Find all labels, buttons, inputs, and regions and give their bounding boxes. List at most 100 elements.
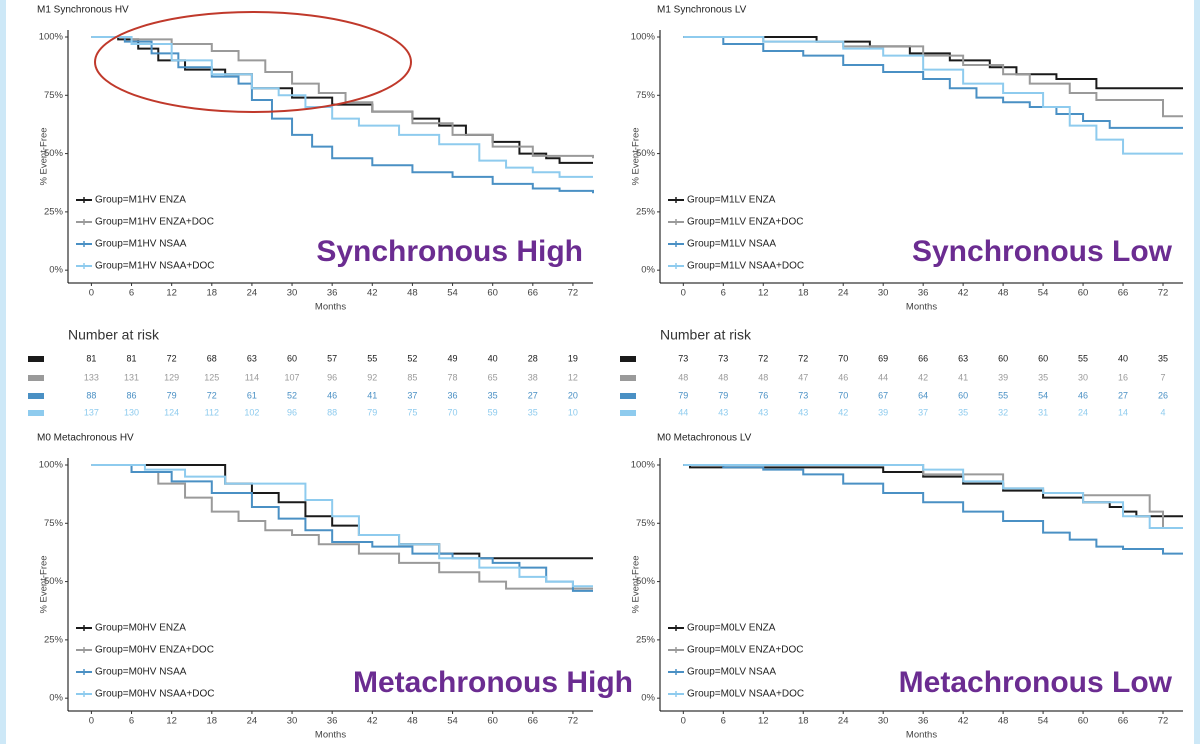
y-tick-label: 25% xyxy=(636,634,656,645)
km-curve xyxy=(683,35,1183,155)
x-tick-label: 0 xyxy=(89,288,94,299)
y-tick-label: 0% xyxy=(641,265,655,276)
x-tick-label: 30 xyxy=(878,288,889,299)
risk-count: 72 xyxy=(167,353,177,363)
risk-count: 42 xyxy=(918,372,928,382)
x-tick-label: 24 xyxy=(247,288,258,299)
risk-count: 129 xyxy=(164,372,179,382)
risk-count: 59 xyxy=(488,407,498,417)
annotation: Synchronous High xyxy=(316,235,583,268)
risk-count: 65 xyxy=(488,372,498,382)
legend-label: Group=M0HV NSAA+DOC xyxy=(95,689,215,700)
risk-count: 112 xyxy=(205,407,219,417)
km-curve xyxy=(91,463,593,590)
x-tick-label: 60 xyxy=(487,716,498,727)
risk-row-marker xyxy=(28,410,44,416)
annotation: Metachronous High xyxy=(353,666,633,699)
risk-count: 43 xyxy=(798,407,808,417)
annotation: Synchronous Low xyxy=(912,235,1173,268)
km-curve xyxy=(683,35,1183,90)
risk-count: 60 xyxy=(287,353,297,363)
y-axis-label: % Event-Free xyxy=(39,127,50,185)
y-tick-label: 100% xyxy=(39,32,64,43)
x-tick-label: 54 xyxy=(447,716,458,727)
x-tick-label: 6 xyxy=(129,716,134,727)
x-axis-label: Months xyxy=(906,730,937,741)
risk-count: 44 xyxy=(878,372,888,382)
risk-count: 30 xyxy=(1078,372,1088,382)
frame-left xyxy=(0,0,6,744)
x-tick-label: 6 xyxy=(129,288,134,299)
risk-count: 37 xyxy=(918,407,928,417)
km-curve xyxy=(91,463,593,588)
risk-count: 27 xyxy=(528,390,538,400)
risk-row-marker xyxy=(620,375,636,381)
risk-count: 60 xyxy=(1038,353,1048,363)
risk-count: 31 xyxy=(1038,407,1048,417)
x-tick-label: 54 xyxy=(1038,716,1049,727)
y-tick-label: 25% xyxy=(44,634,64,645)
legend-label: Group=M0HV NSAA xyxy=(95,667,187,678)
legend-label: Group=M0HV ENZA+DOC xyxy=(95,645,214,656)
x-tick-label: 12 xyxy=(166,716,177,727)
y-tick-label: 25% xyxy=(44,206,64,217)
x-tick-label: 18 xyxy=(207,288,218,299)
x-tick-label: 30 xyxy=(878,716,889,727)
risk-count: 81 xyxy=(127,353,137,363)
risk-count: 47 xyxy=(798,372,808,382)
legend-label: Group=M0LV NSAA+DOC xyxy=(687,689,804,700)
y-axis-label: % Event-Free xyxy=(631,555,642,613)
risk-count: 38 xyxy=(528,372,538,382)
risk-count: 26 xyxy=(1158,390,1168,400)
risk-count: 72 xyxy=(798,353,808,363)
legend-label: Group=M0HV ENZA xyxy=(95,623,186,634)
x-tick-label: 24 xyxy=(247,716,258,727)
x-tick-label: 48 xyxy=(407,288,418,299)
risk-count: 70 xyxy=(838,353,848,363)
legend-label: Group=M1LV NSAA xyxy=(687,239,776,250)
risk-count: 35 xyxy=(488,390,498,400)
legend-label: Group=M1LV NSAA+DOC xyxy=(687,261,804,272)
legend-label: Group=M1LV ENZA+DOC xyxy=(687,217,804,228)
risk-count: 64 xyxy=(918,390,928,400)
x-tick-label: 48 xyxy=(998,716,1009,727)
x-tick-label: 60 xyxy=(487,288,498,299)
risk-count: 96 xyxy=(287,407,297,417)
risk-count: 24 xyxy=(1078,407,1088,417)
y-tick-label: 0% xyxy=(641,693,655,704)
risk-count: 75 xyxy=(407,407,417,417)
x-tick-label: 12 xyxy=(166,288,177,299)
risk-count: 27 xyxy=(1118,390,1128,400)
risk-row-marker xyxy=(28,393,44,399)
risk-count: 133 xyxy=(84,372,99,382)
x-tick-label: 12 xyxy=(758,288,769,299)
x-tick-label: 42 xyxy=(367,288,378,299)
x-tick-label: 72 xyxy=(1158,288,1169,299)
risk-count: 48 xyxy=(758,372,768,382)
risk-count: 43 xyxy=(758,407,768,417)
y-tick-label: 75% xyxy=(44,90,64,101)
x-tick-label: 18 xyxy=(798,288,809,299)
y-tick-label: 50% xyxy=(44,148,64,159)
y-tick-label: 0% xyxy=(49,693,63,704)
risk-count: 37 xyxy=(407,390,417,400)
risk-count: 125 xyxy=(204,372,219,382)
risk-count: 42 xyxy=(838,407,848,417)
risk-count: 78 xyxy=(448,372,458,382)
x-tick-label: 12 xyxy=(758,716,769,727)
risk-count: 68 xyxy=(207,353,217,363)
y-tick-label: 100% xyxy=(631,460,656,471)
risk-count: 46 xyxy=(838,372,848,382)
risk-count: 61 xyxy=(247,390,257,400)
x-tick-label: 24 xyxy=(838,716,849,727)
km-curve xyxy=(91,35,593,164)
y-tick-label: 25% xyxy=(636,206,656,217)
x-tick-label: 66 xyxy=(528,716,539,727)
risk-count: 88 xyxy=(86,390,96,400)
x-tick-label: 0 xyxy=(681,716,686,727)
risk-count: 63 xyxy=(958,353,968,363)
chart-title: M1 Synchronous LV xyxy=(657,5,747,16)
x-tick-label: 42 xyxy=(367,716,378,727)
y-tick-label: 0% xyxy=(49,265,63,276)
